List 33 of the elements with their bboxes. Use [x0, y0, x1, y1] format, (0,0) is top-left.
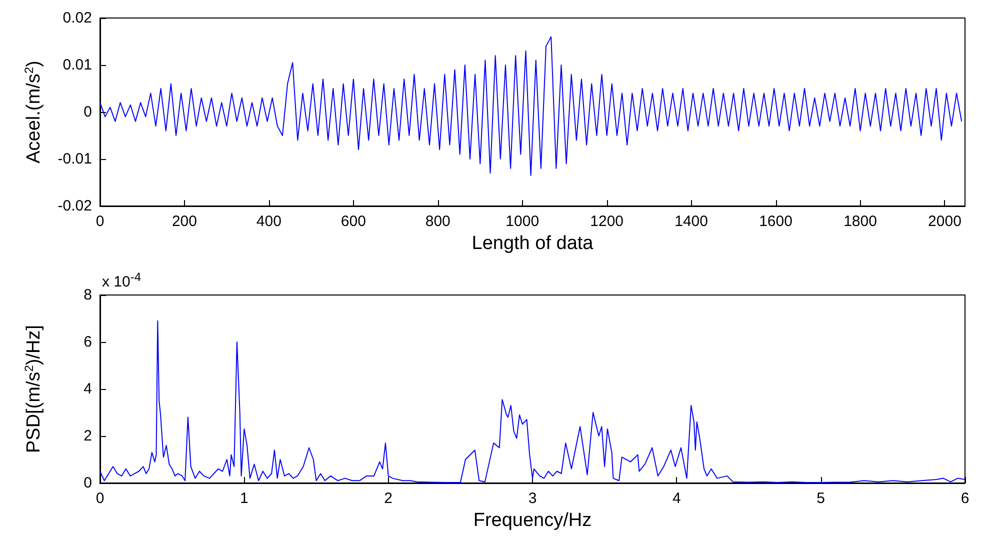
y-tick-label: 0.01 [62, 56, 92, 74]
y-tick-label: 0 [84, 474, 92, 492]
y-tick-label: 4 [84, 380, 92, 398]
y-tick-label: 0 [84, 104, 92, 120]
y-tick-label: 0.02 [62, 10, 92, 26]
x-tick-label: 200 [172, 213, 197, 230]
y-axis-title: Aceel.(m/s2) [22, 60, 44, 164]
x-tick-label: 800 [425, 213, 450, 230]
x-tick-label: 400 [256, 213, 282, 230]
x-tick-label: 0 [96, 490, 104, 507]
x-tick-label: 0 [96, 213, 104, 230]
x-tick-label: 1000 [506, 213, 540, 230]
x-tick-label: 1 [240, 490, 248, 507]
x-tick-label: 1400 [674, 213, 708, 230]
x-tick-label: 4 [672, 490, 681, 507]
x-axis-title: Frequency/Hz [473, 510, 592, 531]
x-axis-title: Length of data [472, 233, 594, 254]
y-tick-label: 2 [84, 428, 92, 444]
x-tick-label: 6 [960, 490, 970, 507]
x-tick-label: 1200 [590, 213, 624, 230]
x-tick-label: 3 [528, 490, 537, 507]
y-tick-label: 8 [84, 286, 92, 304]
x-tick-label: 600 [340, 213, 366, 230]
y-tick-label: 6 [84, 334, 92, 350]
y-tick-label: -0.01 [58, 150, 92, 168]
x-tick-label: 2 [384, 490, 393, 507]
y-axis-title: PSD[(m/s2)/Hz] [22, 324, 44, 454]
x-tick-label: 1600 [759, 213, 792, 230]
x-tick-label: 5 [816, 490, 826, 507]
x-tick-label: 1800 [844, 213, 877, 230]
y-tick-label: -0.02 [58, 198, 92, 214]
line-series [100, 36, 962, 176]
x-tick-label: 2000 [928, 213, 962, 230]
